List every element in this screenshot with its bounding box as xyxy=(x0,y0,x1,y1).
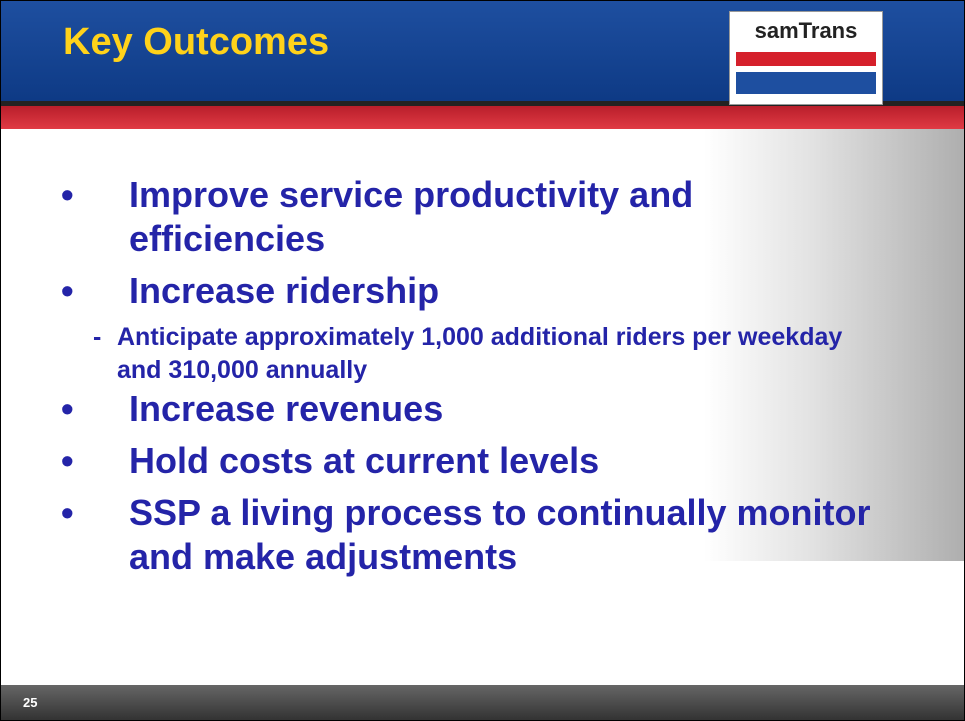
logo: samTrans xyxy=(729,11,883,105)
logo-blue xyxy=(736,72,876,94)
sub-bullet: Anticipate approximately 1,000 additiona… xyxy=(61,321,881,387)
bullet-list: Improve service productivity and efficie… xyxy=(61,173,881,587)
bullet: Hold costs at current levels xyxy=(61,439,881,483)
logo-red xyxy=(736,52,876,66)
page-number: 25 xyxy=(23,695,38,710)
red-band xyxy=(1,101,964,129)
bullet: Increase revenues xyxy=(61,387,881,431)
bullet: SSP a living process to continually moni… xyxy=(61,491,881,579)
title: Key Outcomes xyxy=(63,21,330,63)
bullet: Increase ridership xyxy=(61,269,881,313)
footer: 25 xyxy=(1,685,964,720)
bullet: Improve service productivity and efficie… xyxy=(61,173,881,261)
logo-text: samTrans xyxy=(754,18,858,43)
